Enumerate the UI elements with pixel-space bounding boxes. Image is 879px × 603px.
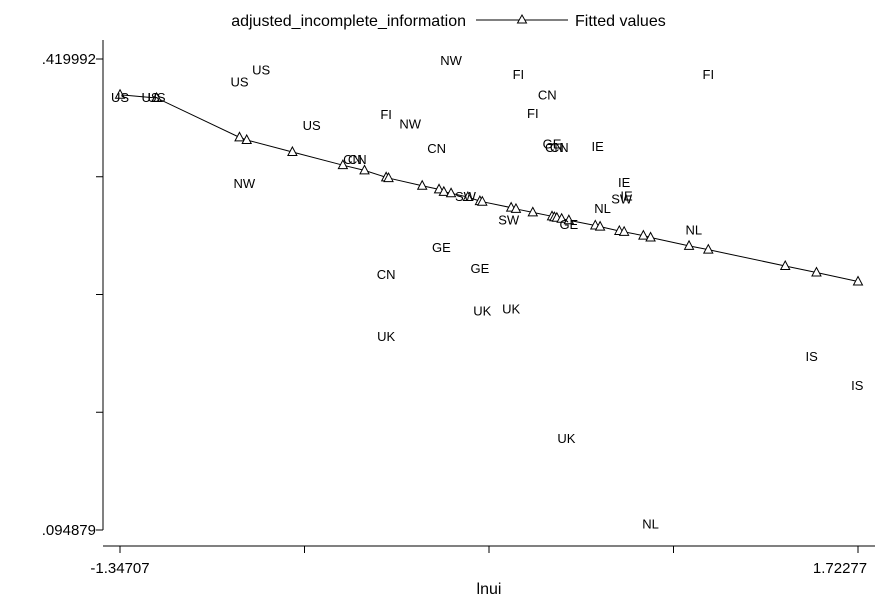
scatter-point-label: UK (557, 431, 575, 446)
legend-triangle-marker (516, 13, 528, 24)
scatter-point-label: CN (348, 152, 367, 167)
scatter-point-label: UK (502, 301, 520, 316)
x-axis-title: lnui (477, 581, 502, 598)
fitted-point (287, 145, 298, 156)
fitted-point (638, 229, 649, 240)
y-ticks (96, 58, 103, 531)
legend-label-fitted: Fitted values (575, 13, 666, 30)
scatter-point-label: IS (806, 349, 819, 364)
axes: .419992 .094879 -1.34707 1.72277 lnui (42, 40, 875, 598)
scatter-point-label: US (252, 63, 270, 78)
scatter-point-label: CN (377, 267, 396, 282)
fitted-point (618, 225, 630, 236)
scatter-point-label: IS (851, 378, 864, 393)
fitted-point (359, 164, 370, 175)
scatter-point-label: UK (473, 304, 491, 319)
scatter-point-label: UK (377, 329, 395, 344)
scatter-point-label: FI (380, 107, 392, 122)
fitted-point (241, 133, 253, 144)
x-tick-label-min: -1.34707 (90, 560, 149, 577)
fitted-point (114, 88, 126, 99)
fitted-line (119, 94, 859, 283)
fitted-point (476, 195, 488, 206)
fitted-point (563, 214, 575, 225)
x-ticks (119, 546, 859, 553)
scatter-series: US USUSUSUSUSNWNWNWCNCNCNCNCNCNCNFIFIFIFI… (111, 53, 864, 532)
scatter-point-label: NL (642, 517, 659, 532)
y-tick-label-max: .419992 (42, 51, 96, 68)
scatter-point-label: GE (432, 240, 451, 255)
scatter-point-label: CN (550, 140, 569, 155)
scatter-point-label: IE (620, 188, 633, 203)
scatter-point-label: IE (618, 175, 631, 190)
fitted-point (702, 243, 714, 254)
scatter-point-label: CN (538, 87, 557, 102)
fitted-point (527, 206, 539, 217)
fitted-point (779, 259, 791, 271)
scatter-point-label: US (230, 74, 248, 89)
scatter-point-label: GE (559, 217, 578, 232)
fitted-point (852, 275, 864, 286)
fitted-point (462, 190, 474, 202)
fitted-point (234, 131, 245, 142)
fitted-point (151, 91, 162, 102)
scatter-point-label: US (142, 90, 160, 105)
scatter-point-label: IE (592, 139, 605, 154)
fitted-point (383, 172, 394, 183)
fitted-point (556, 212, 567, 223)
scatter-point-label: FI (527, 106, 539, 121)
fitted-point (510, 202, 522, 213)
scatter-point-label: CN (427, 141, 446, 156)
scatter-point-label: SW (498, 212, 520, 227)
scatter-point-label: US (303, 118, 321, 133)
scatter-point-label: NW (233, 176, 255, 191)
scatter-point-label: US (148, 90, 166, 105)
y-tick-label-min: .094879 (42, 522, 96, 539)
fitted-point (438, 185, 450, 196)
scatter-point-label: GE (471, 261, 490, 276)
legend-label-scatter: adjusted_incomplete_information (231, 13, 466, 30)
scatter-point-label: SW (611, 192, 633, 207)
fitted-point (811, 266, 822, 277)
scatter-point-label: NL (594, 201, 611, 216)
scatter-point-label: FI (703, 67, 715, 82)
scatter-point-label: GE (543, 136, 562, 151)
scatter-point-label: SW (455, 189, 477, 204)
fitted-point (645, 231, 656, 242)
scatter-point-label: FI (513, 67, 525, 82)
scatter-point-label: NW (440, 53, 462, 68)
scatter-point-label: US (111, 90, 129, 105)
scatter-point-label: CN (343, 152, 362, 167)
scatter-point-label: NL (686, 223, 703, 238)
scatter-point-label: NW (399, 117, 421, 132)
fitted-point (337, 159, 349, 170)
x-tick-label-max: 1.72277 (813, 560, 867, 577)
scatter-point-label: CN (545, 140, 564, 155)
fitted-point (683, 239, 695, 250)
fitted-point (445, 187, 457, 198)
fitted-point (416, 179, 428, 190)
legend: adjusted_incomplete_information Fitted v… (231, 13, 666, 30)
fitted-values-series (114, 88, 864, 286)
fitted-point (594, 220, 606, 231)
